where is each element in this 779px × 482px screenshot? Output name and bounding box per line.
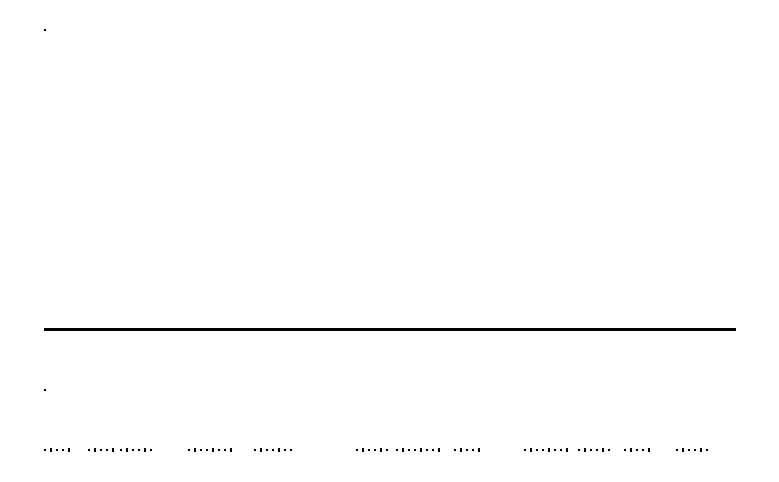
dot-mark <box>432 449 434 451</box>
dot-mark <box>374 449 376 451</box>
dot-mark <box>188 449 190 451</box>
dot-mark <box>88 449 90 451</box>
dot-mark <box>68 448 70 452</box>
dot-mark <box>356 449 358 451</box>
dot-mark <box>100 449 102 451</box>
dot-mark <box>542 449 544 451</box>
dot-mark <box>472 449 474 451</box>
dot-mark <box>126 448 128 452</box>
dot-group <box>578 447 610 453</box>
horizontal-divider-line <box>44 328 736 331</box>
dot-group <box>88 447 114 453</box>
dot-group <box>254 447 292 453</box>
dot-mark <box>414 449 416 451</box>
dot-mark <box>466 449 468 451</box>
dot-group <box>188 447 232 453</box>
dot-mark <box>254 449 256 451</box>
dot-mark <box>420 448 422 452</box>
dot-mark <box>454 449 456 451</box>
dot-group <box>524 447 568 453</box>
dot-mark <box>368 449 370 451</box>
dot-group <box>624 447 650 453</box>
dot-mark <box>402 448 404 452</box>
dot-mark <box>524 449 526 451</box>
dot-mark <box>94 448 96 452</box>
dot-mark <box>602 448 604 452</box>
dot-mark <box>700 448 702 452</box>
dot-mark <box>194 448 196 452</box>
dot-mark <box>624 449 626 451</box>
middle-marker-dot <box>44 389 46 391</box>
dot-mark <box>676 449 678 451</box>
dot-mark <box>530 448 532 452</box>
dot-mark <box>584 448 586 452</box>
dot-mark <box>630 448 632 452</box>
dot-mark <box>266 449 268 451</box>
dot-mark <box>120 449 122 451</box>
dot-mark <box>386 449 388 451</box>
dot-mark <box>590 449 592 451</box>
dot-mark <box>50 448 52 452</box>
dot-mark <box>566 448 568 452</box>
dot-group <box>396 447 440 453</box>
dot-group <box>120 447 152 453</box>
dot-mark <box>224 449 226 451</box>
dot-mark <box>278 448 280 452</box>
dot-mark <box>706 449 708 451</box>
dot-mark <box>408 449 410 451</box>
dot-mark <box>212 448 214 452</box>
dot-mark <box>460 448 462 452</box>
dot-mark <box>548 448 550 452</box>
dot-mark <box>144 448 146 452</box>
dot-mark <box>608 449 610 451</box>
dot-mark <box>596 449 598 451</box>
dot-mark <box>206 449 208 451</box>
top-marker-dot <box>44 29 46 31</box>
dot-mark <box>230 448 232 452</box>
dot-mark <box>536 449 538 451</box>
dot-mark <box>290 449 292 451</box>
dotted-text-row <box>44 447 736 453</box>
dot-mark <box>560 449 562 451</box>
dot-mark <box>362 448 364 452</box>
dot-mark <box>578 449 580 451</box>
dot-mark <box>284 449 286 451</box>
dot-mark <box>478 448 480 452</box>
dot-mark <box>426 449 428 451</box>
dot-mark <box>636 449 638 451</box>
dot-group <box>676 447 708 453</box>
dot-group <box>454 447 480 453</box>
dot-group <box>44 447 70 453</box>
dot-mark <box>648 448 650 452</box>
dot-mark <box>200 449 202 451</box>
dot-mark <box>138 449 140 451</box>
dot-mark <box>218 449 220 451</box>
dot-mark <box>688 449 690 451</box>
dot-mark <box>132 449 134 451</box>
dot-mark <box>396 449 398 451</box>
dot-mark <box>62 449 64 451</box>
dot-mark <box>694 449 696 451</box>
dot-mark <box>554 449 556 451</box>
dot-mark <box>44 449 46 451</box>
dot-mark <box>380 448 382 452</box>
dot-mark <box>112 448 114 452</box>
dot-mark <box>438 448 440 452</box>
dot-mark <box>682 448 684 452</box>
dot-mark <box>150 449 152 451</box>
dot-group <box>356 447 388 453</box>
dot-mark <box>642 449 644 451</box>
dot-mark <box>56 449 58 451</box>
dot-mark <box>272 449 274 451</box>
dot-mark <box>106 449 108 451</box>
dot-mark <box>260 448 262 452</box>
